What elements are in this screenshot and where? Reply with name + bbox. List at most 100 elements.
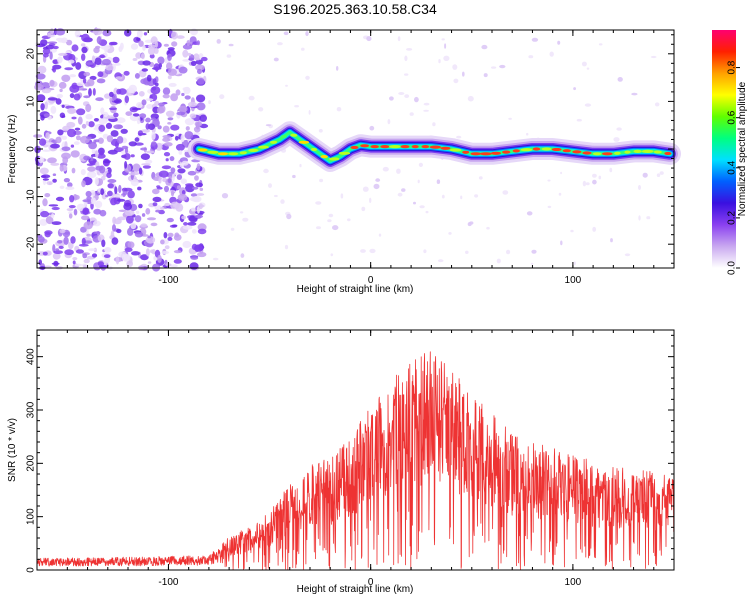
noise-blob xyxy=(576,118,582,122)
noise-blob xyxy=(134,215,142,223)
noise-blob xyxy=(389,96,394,101)
noise-blob xyxy=(49,51,53,60)
noise-blob xyxy=(130,222,137,230)
noise-blob xyxy=(160,206,165,210)
noise-blob xyxy=(63,178,70,183)
noise-blob xyxy=(378,233,382,237)
ridge-peak xyxy=(470,152,482,156)
y-tick-label: 200 xyxy=(26,455,37,472)
ridge-peak xyxy=(614,151,621,155)
noise-blob xyxy=(162,177,167,182)
noise-blob xyxy=(419,205,425,209)
snr-y-label: SNR (10 * v/v) xyxy=(7,418,18,482)
ridge-peak xyxy=(520,148,533,152)
noise-blob xyxy=(478,176,483,180)
noise-blob xyxy=(483,73,488,78)
x-tick-label: -100 xyxy=(158,275,178,286)
noise-blob xyxy=(42,178,50,181)
noise-blob xyxy=(436,179,441,184)
noise-blob xyxy=(161,165,172,170)
noise-blob xyxy=(81,46,88,54)
noise-blob xyxy=(186,40,191,47)
noise-blob xyxy=(40,103,45,111)
noise-blob xyxy=(97,71,104,78)
noise-blob xyxy=(526,132,529,136)
noise-blob xyxy=(96,36,102,45)
ridge-peak xyxy=(512,149,520,153)
ridge-peak xyxy=(462,150,470,154)
noise-blob xyxy=(557,40,561,45)
noise-blob xyxy=(93,231,101,235)
noise-blob xyxy=(181,215,187,220)
noise-blob xyxy=(41,174,51,179)
noise-blob xyxy=(77,116,83,125)
noise-blob xyxy=(59,228,66,234)
noise-blob xyxy=(141,68,148,72)
noise-blob xyxy=(560,240,563,246)
noise-blob xyxy=(97,261,105,267)
ridge-peak xyxy=(329,157,340,161)
noise-blob xyxy=(80,43,86,47)
noise-blob xyxy=(560,171,563,175)
noise-blob xyxy=(228,43,234,47)
noise-blob xyxy=(141,213,146,217)
ridge-peak xyxy=(320,155,328,159)
colorbar-tick-label: 0.4 xyxy=(727,160,738,174)
noise-blob xyxy=(59,88,63,93)
noise-blob xyxy=(85,121,89,126)
noise-blob xyxy=(406,48,413,51)
noise-blob xyxy=(327,219,332,223)
noise-blob xyxy=(112,224,116,232)
noise-blob xyxy=(87,171,97,179)
noise-blob xyxy=(187,52,192,56)
noise-blob xyxy=(81,53,86,61)
noise-blob xyxy=(360,249,366,253)
noise-blob xyxy=(165,110,175,118)
noise-blob xyxy=(481,44,488,50)
noise-blob xyxy=(106,135,113,143)
noise-blob xyxy=(164,245,170,250)
noise-blob xyxy=(177,168,186,174)
noise-blob xyxy=(194,121,203,127)
noise-blob xyxy=(438,59,441,64)
noise-blob xyxy=(74,127,81,131)
noise-blob xyxy=(105,64,114,71)
noise-blob xyxy=(131,107,142,111)
noise-blob xyxy=(83,95,91,99)
noise-blob xyxy=(83,155,91,161)
noise-blob xyxy=(47,41,58,44)
noise-blob xyxy=(69,93,75,99)
noise-blob xyxy=(43,265,52,269)
noise-blob xyxy=(55,196,65,202)
noise-blob xyxy=(208,100,211,105)
noise-blob xyxy=(125,111,133,116)
noise-blob xyxy=(52,178,57,183)
noise-blob xyxy=(124,210,135,216)
noise-blob xyxy=(51,262,60,265)
noise-blob xyxy=(460,195,463,200)
ridge-peak xyxy=(429,145,442,149)
noise-blob xyxy=(638,215,641,221)
noise-blob xyxy=(61,135,68,140)
noise-blob xyxy=(138,167,143,175)
noise-blob xyxy=(549,51,554,57)
snr-line xyxy=(36,351,675,571)
noise-blob xyxy=(42,251,48,256)
noise-blob xyxy=(134,73,140,79)
noise-blob xyxy=(147,235,151,239)
ridge-peak xyxy=(532,147,541,151)
noise-blob xyxy=(221,193,229,199)
noise-blob xyxy=(58,245,64,249)
noise-blob xyxy=(582,180,587,187)
noise-blob xyxy=(49,79,55,87)
ridge-peak xyxy=(411,145,419,149)
noise-blob xyxy=(127,241,135,249)
noise-blob xyxy=(74,263,83,267)
noise-blob xyxy=(294,105,299,108)
noise-blob xyxy=(113,98,122,104)
noise-blob xyxy=(145,98,154,101)
noise-blob xyxy=(74,30,81,38)
noise-blob xyxy=(33,134,43,138)
noise-blob xyxy=(110,197,117,206)
noise-blob xyxy=(47,32,52,38)
